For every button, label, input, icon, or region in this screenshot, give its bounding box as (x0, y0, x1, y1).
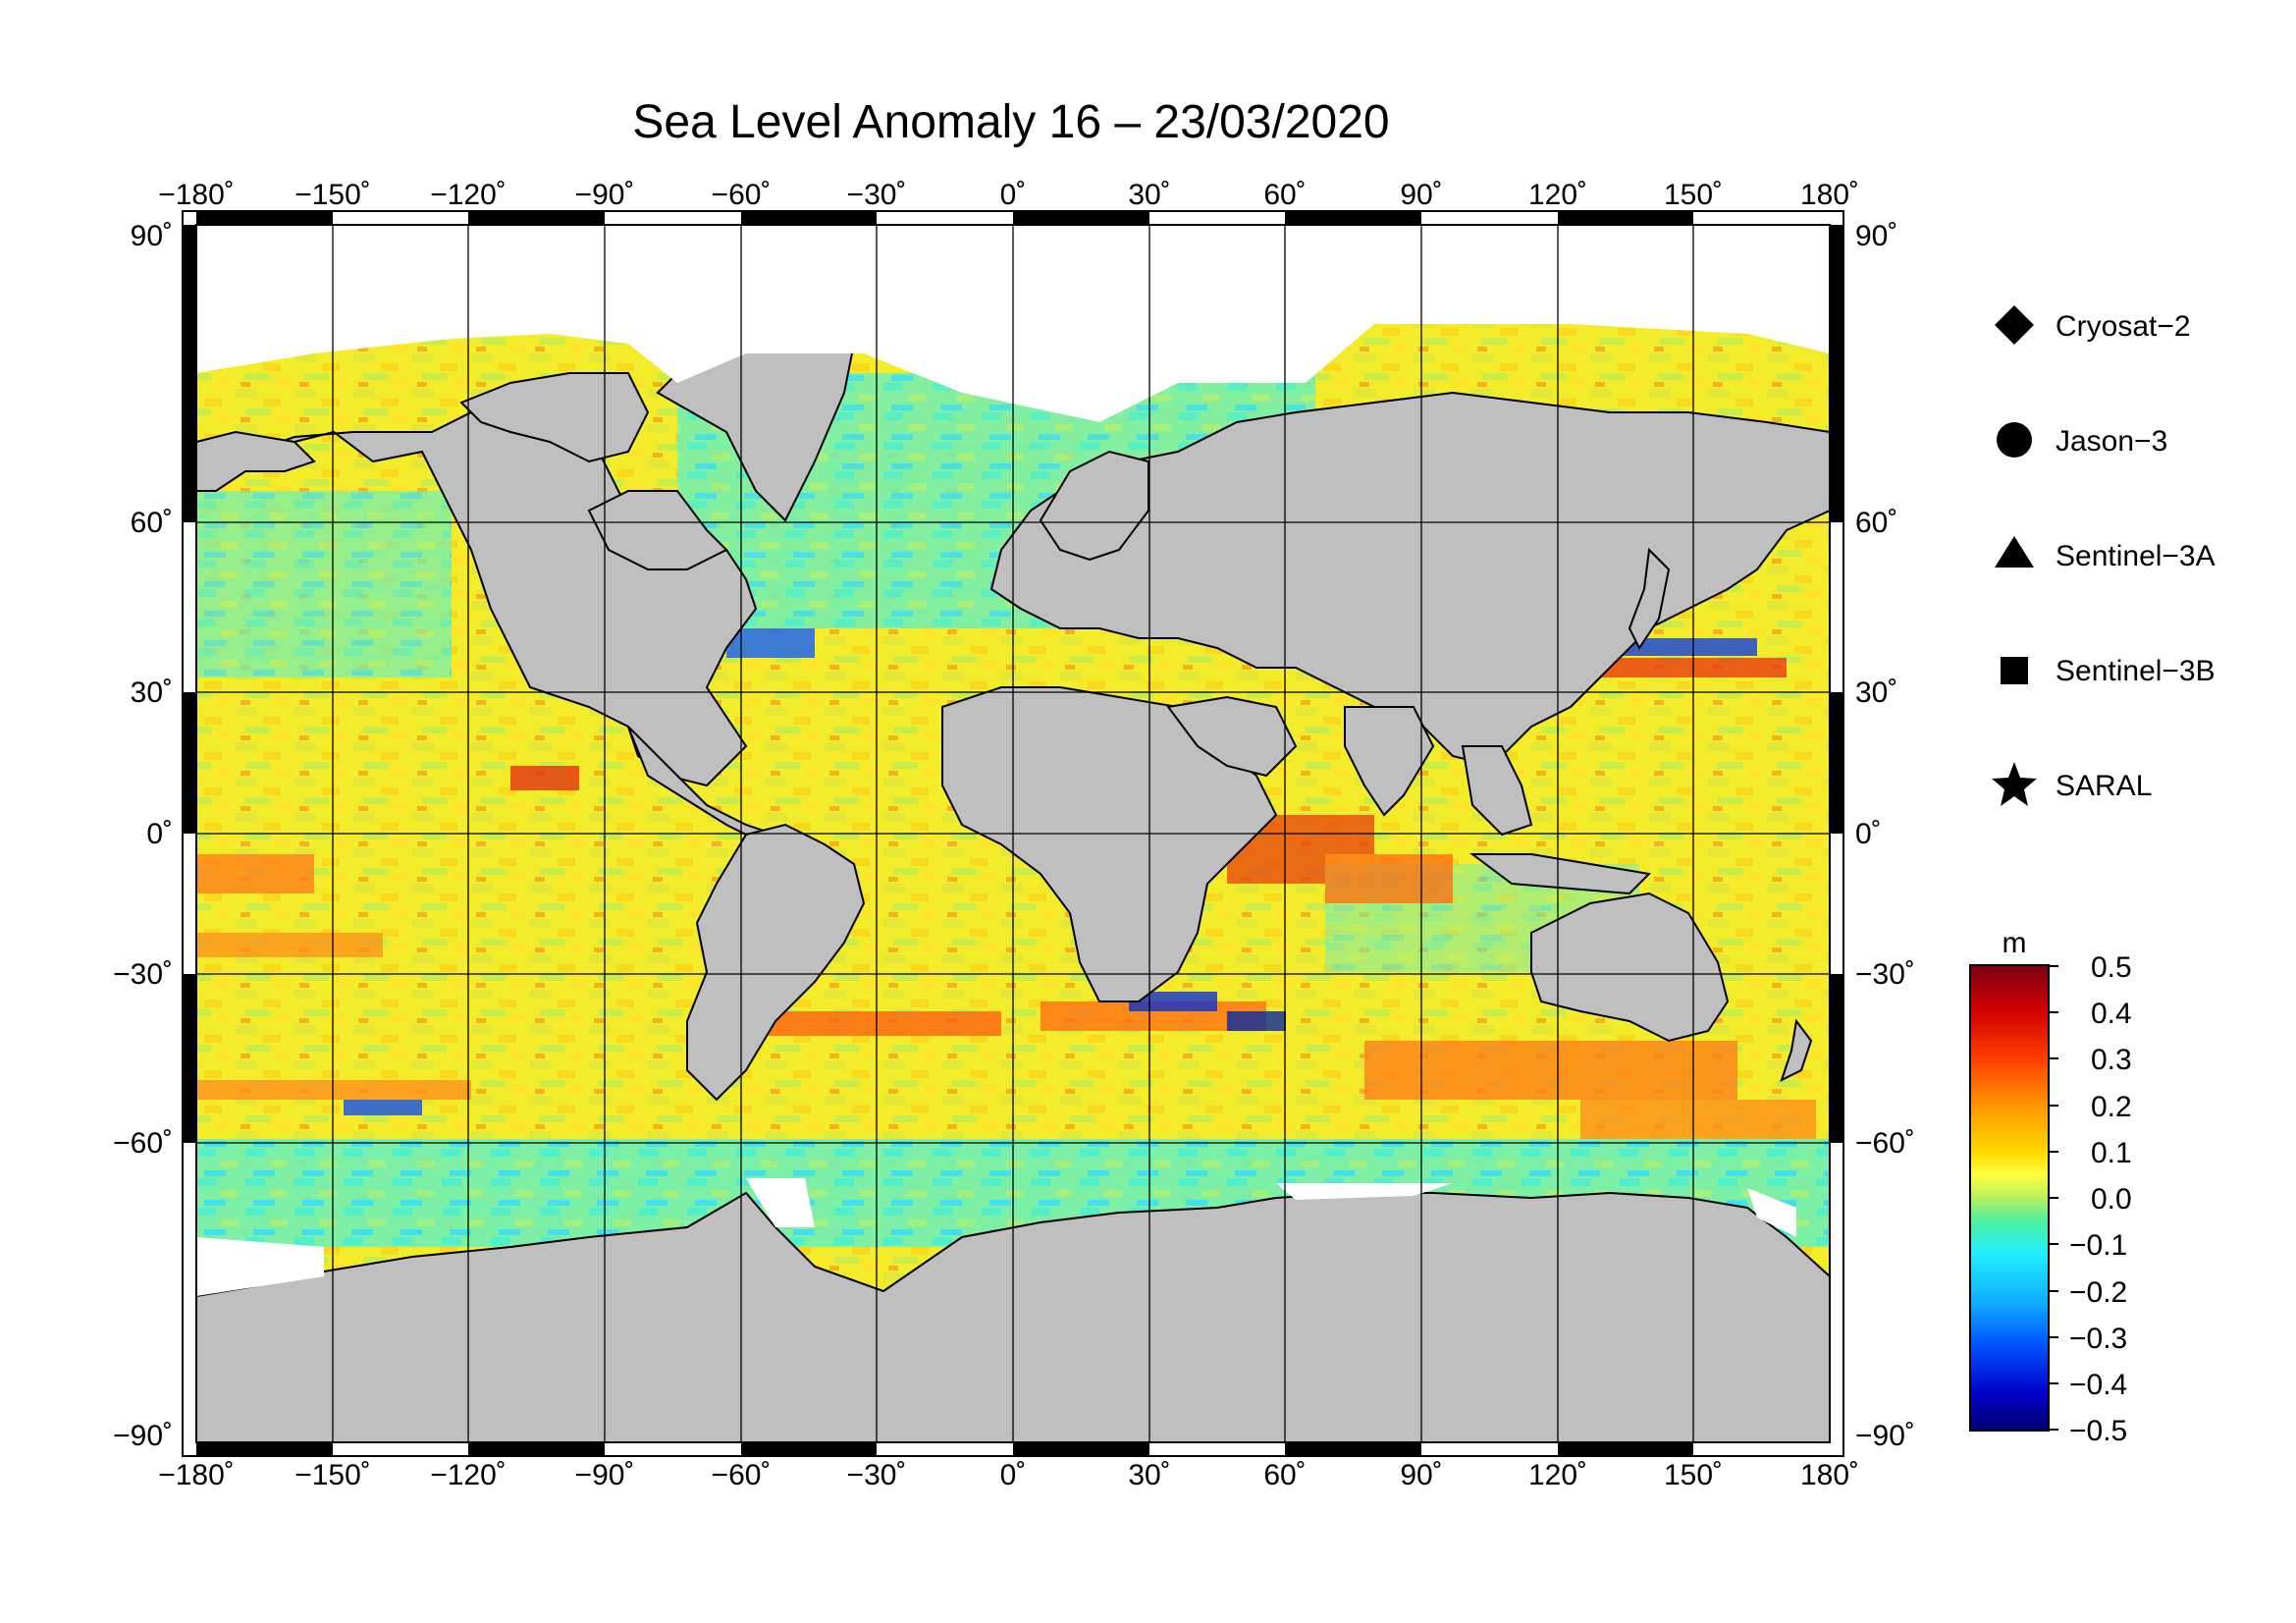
new-zealand (1780, 1018, 1813, 1082)
lat-tick-label: −60˚ (1855, 1127, 1915, 1160)
triangle-icon (1995, 536, 2034, 568)
warm-anomaly-streaks (196, 658, 1816, 1139)
lat-tick-label: 90˚ (1855, 220, 1897, 252)
scandinavia (1039, 450, 1149, 562)
lon-tick-label: −60˚ (712, 179, 772, 211)
lon-tick-label: 90˚ (1400, 1459, 1442, 1491)
lat-tick-label: −30˚ (1855, 958, 1915, 991)
chart-title: Sea Level Anomaly 16 – 23/03/2020 (632, 96, 1389, 148)
japan (1628, 547, 1671, 650)
lat-ticks-right: 90˚ 60˚ 30˚ 0˚ −30˚ −60˚ −90˚ (1855, 220, 1915, 1452)
colorbar-unit: m (2002, 927, 2027, 959)
lat-tick-label: 90˚ (131, 220, 173, 252)
indonesia (1469, 853, 1652, 895)
lat-tick-label: 0˚ (146, 818, 173, 850)
arctic-archipelago (459, 372, 650, 463)
legend-item: Sentinel−3B (2001, 655, 2216, 687)
lon-tick-label: 0˚ (1000, 1459, 1027, 1491)
lon-tick-label: 150˚ (1664, 179, 1723, 211)
star-icon (1992, 762, 2037, 806)
colorbar-tick-label: −0.1 (2069, 1229, 2127, 1262)
lon-tick-label: 0˚ (1000, 179, 1027, 211)
lon-tick-label: 120˚ (1528, 179, 1587, 211)
satellite-legend: Cryosat−2 Jason−3 Sentinel−3A Sentinel−3… (1992, 305, 2216, 806)
lon-ticks-top: −180˚ −150˚ −120˚ −90˚ −60˚ −30˚ 0˚ 30˚ … (158, 179, 1859, 211)
lon-ticks-bottom: −180˚ −150˚ −120˚ −90˚ −60˚ −30˚ 0˚ 30˚ … (158, 1459, 1859, 1491)
southeast-asia (1461, 745, 1533, 837)
legend-label: Jason−3 (2056, 425, 2167, 458)
colorbar-tick-label: −0.2 (2069, 1276, 2127, 1309)
lon-tick-label: 30˚ (1128, 179, 1170, 211)
arabia (1166, 695, 1298, 778)
lon-tick-label: −150˚ (294, 179, 371, 211)
north-pacific-band (196, 491, 452, 677)
colorbar-tick-label: 0.1 (2091, 1137, 2132, 1169)
lon-tick-label: 90˚ (1400, 179, 1442, 211)
india (1344, 706, 1435, 817)
lat-tick-label: 0˚ (1855, 818, 1882, 850)
alaska (196, 430, 316, 492)
legend-item: Cryosat−2 (1995, 305, 2191, 345)
lon-tick-label: 180˚ (1800, 1459, 1859, 1491)
map-frame (182, 210, 1844, 1457)
lon-tick-label: 60˚ (1263, 179, 1306, 211)
colorbar-tick-label: 0.5 (2091, 951, 2132, 984)
colorbar-tick-label: 0.3 (2091, 1044, 2132, 1076)
lon-tick-label: 180˚ (1800, 179, 1859, 211)
lon-tick-label: −90˚ (575, 179, 635, 211)
colorbar-tick-label: 0.4 (2091, 998, 2132, 1030)
lon-tick-label: −90˚ (575, 1459, 635, 1491)
lon-tick-label: −120˚ (430, 1459, 507, 1491)
lon-tick-label: 30˚ (1128, 1459, 1170, 1491)
australia (1530, 892, 1730, 1043)
legend-label: Cryosat−2 (2056, 310, 2191, 343)
legend-label: SARAL (2056, 770, 2152, 802)
lat-tick-label: −90˚ (113, 1420, 173, 1452)
lon-tick-label: 60˚ (1263, 1459, 1306, 1491)
legend-item: Jason−3 (1997, 422, 2167, 458)
map-area (196, 225, 1830, 1442)
legend-label: Sentinel−3B (2056, 655, 2216, 687)
circle-icon (1997, 422, 2032, 458)
lat-tick-label: 60˚ (131, 507, 173, 539)
colorbar-ticks (2049, 965, 2058, 1431)
square-icon (2001, 657, 2028, 684)
eurasia (989, 391, 1830, 768)
lon-tick-label: 150˚ (1664, 1459, 1723, 1491)
lon-tick-label: 120˚ (1528, 1459, 1587, 1491)
south-america (686, 823, 866, 1102)
lon-tick-label: −180˚ (158, 179, 235, 211)
lat-tick-label: −60˚ (113, 1127, 173, 1160)
lat-tick-label: −30˚ (113, 958, 173, 991)
lat-tick-label: 30˚ (1855, 676, 1897, 709)
lon-tick-label: −120˚ (430, 179, 507, 211)
colorbar-tick-label: 0.0 (2091, 1183, 2132, 1216)
diamond-icon (1995, 305, 2034, 345)
lat-ticks-left: 90˚ 60˚ 30˚ 0˚ −30˚ −60˚ −90˚ (113, 220, 173, 1452)
colorbar: m 0.5 0.4 0.3 0.2 0.1 0.0 −0.1 −0.2 −0.3… (1969, 927, 2132, 1447)
colorbar-tick-label: −0.5 (2069, 1415, 2127, 1447)
lat-tick-label: 60˚ (1855, 507, 1897, 539)
africa (941, 686, 1278, 1002)
lon-tick-label: −30˚ (847, 1459, 907, 1491)
colorbar-tick-label: −0.3 (2069, 1323, 2127, 1355)
lon-tick-label: −30˚ (847, 179, 907, 211)
colorbar-tick-label: −0.4 (2069, 1369, 2127, 1401)
lat-tick-label: 30˚ (131, 676, 173, 709)
legend-label: Sentinel−3A (2056, 540, 2216, 572)
colorbar-gradient (1969, 964, 2050, 1432)
lon-tick-label: −60˚ (712, 1459, 772, 1491)
legend-item: Sentinel−3A (1995, 536, 2216, 572)
lon-tick-label: −150˚ (294, 1459, 371, 1491)
colorbar-tick-labels: 0.5 0.4 0.3 0.2 0.1 0.0 −0.1 −0.2 −0.3 −… (2069, 951, 2132, 1447)
lat-tick-label: −90˚ (1855, 1420, 1915, 1452)
colorbar-tick-label: 0.2 (2091, 1091, 2132, 1123)
hudson-area (587, 490, 728, 570)
lon-tick-label: −180˚ (158, 1459, 235, 1491)
graticule (196, 225, 1830, 1442)
legend-item: SARAL (1992, 762, 2152, 806)
